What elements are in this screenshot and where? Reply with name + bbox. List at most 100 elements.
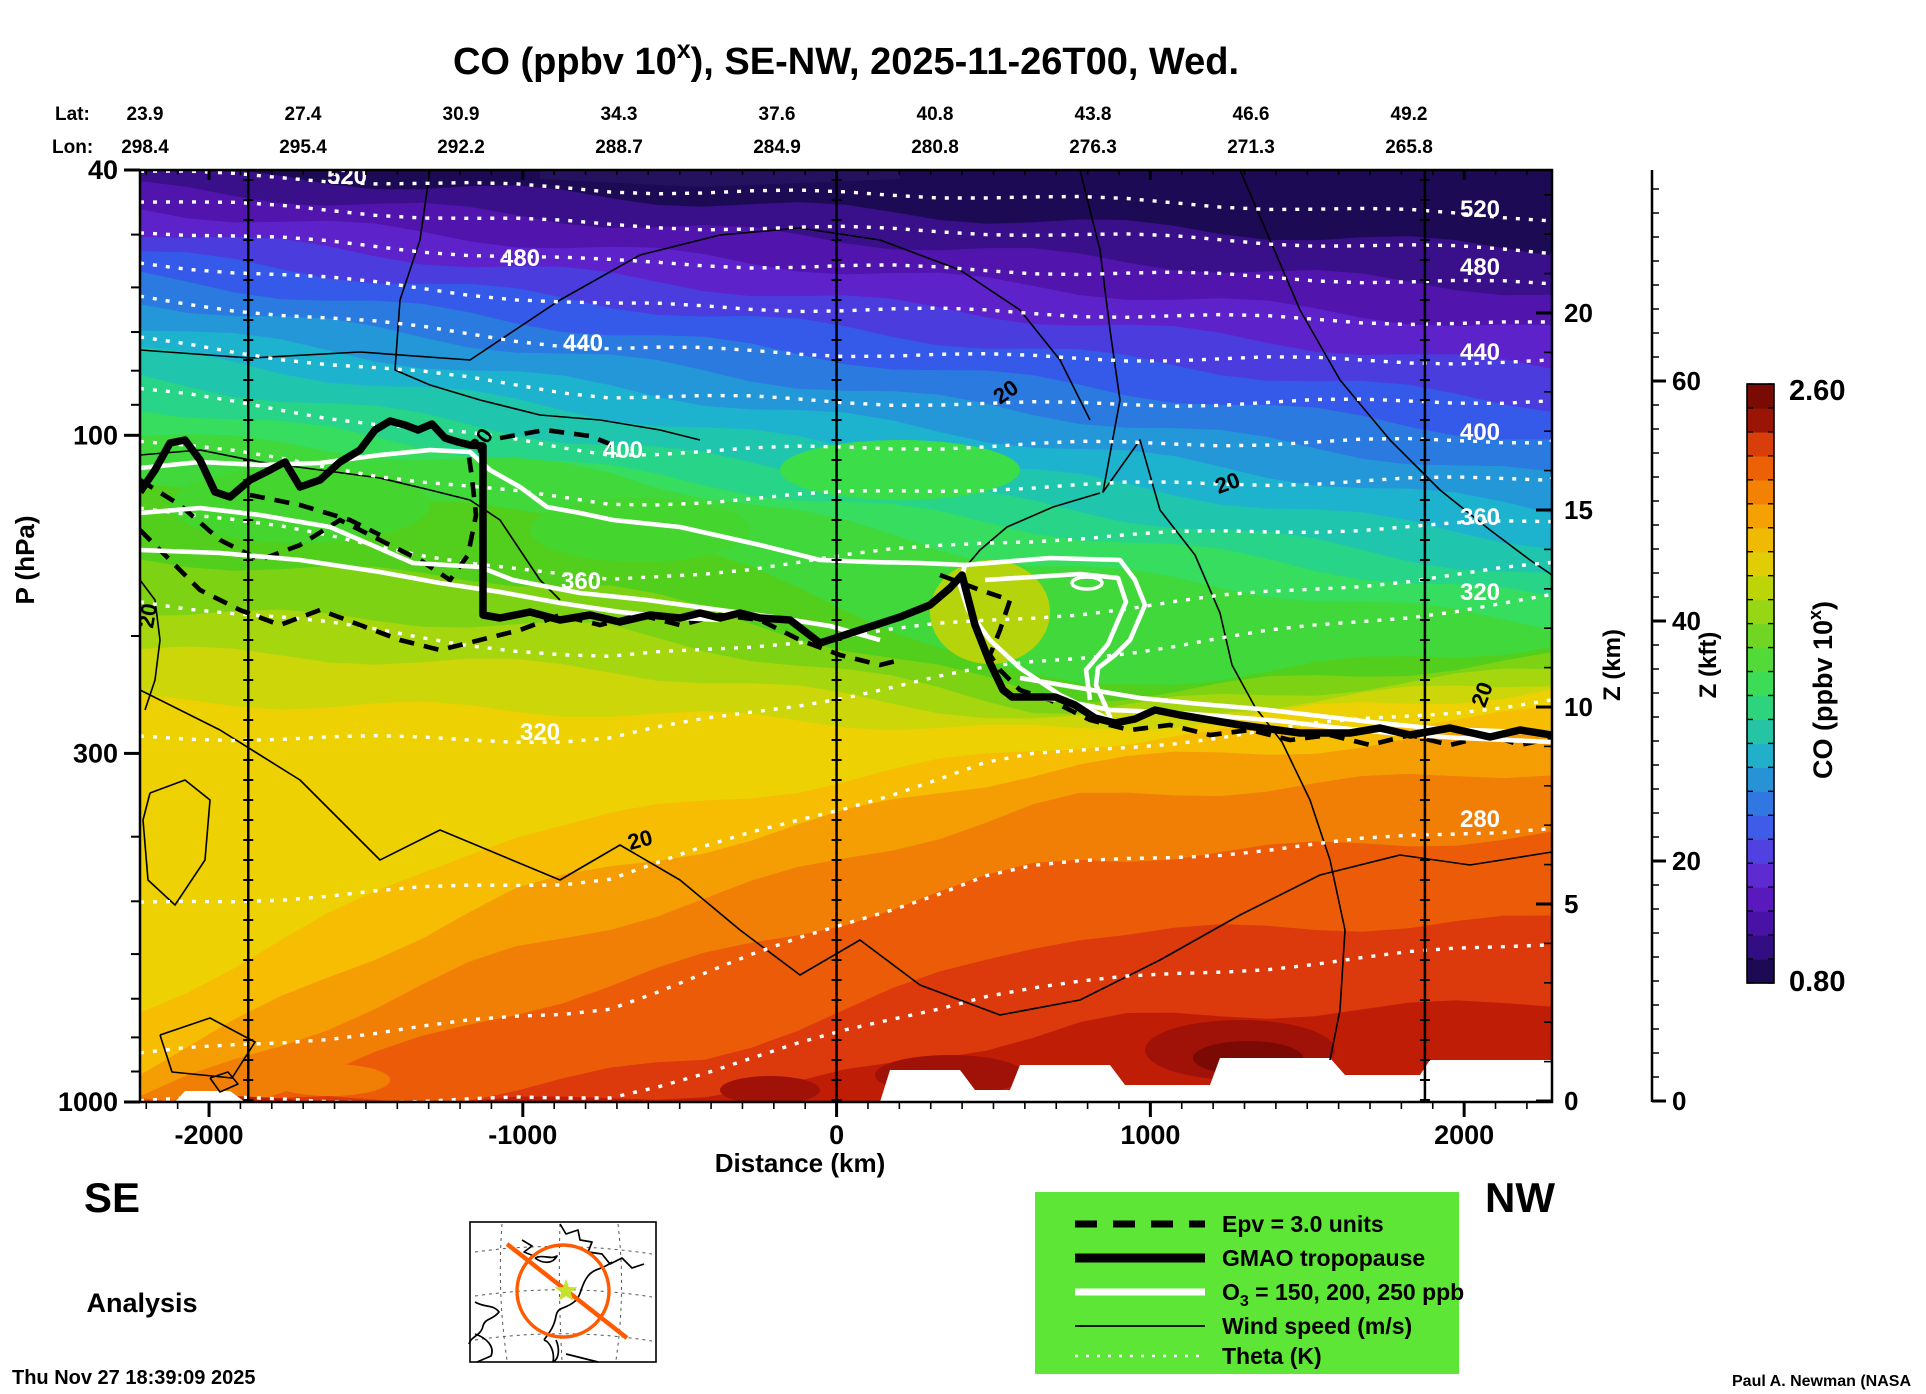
lon-value: 265.8: [1385, 137, 1433, 158]
theta-contour: [140, 506, 1552, 582]
colorbar-segment: [1747, 479, 1774, 505]
colorbar-segment: [1747, 623, 1774, 649]
epv-contour: [939, 572, 1552, 748]
legend-label-wind: Wind speed (m/s): [1222, 1313, 1412, 1339]
wind-speed-contour: [140, 227, 1091, 421]
legend-label-theta: Theta (K): [1222, 1343, 1322, 1369]
map-coastline: [521, 1239, 535, 1257]
map-transect-circle: [515, 1243, 611, 1339]
epv-contour: [249, 492, 382, 538]
theta-contour-label: 400: [1460, 419, 1500, 446]
wind-speed-contour: [142, 779, 211, 906]
ozone-contour: [1070, 575, 1104, 591]
lat-value: 46.6: [1233, 104, 1270, 125]
colorbar-segment: [1747, 575, 1774, 601]
map-graticule: [499, 1223, 508, 1361]
colorbar-segment: [1747, 599, 1774, 625]
colorbar-segment: [1747, 384, 1774, 409]
epv-contour: [499, 427, 621, 451]
theta-contour: [140, 170, 1552, 223]
distance-axis-title: Distance (km): [715, 1148, 886, 1178]
lat-lon-values: 23.9 298.4 27.4 295.4 30.9 292.2 34.3 288.7 37.6…: [121, 104, 1433, 158]
credit-text: Paul A. Newman (NASA: [1732, 1373, 1911, 1390]
lon-value: 295.4: [279, 137, 327, 158]
ozone-contour: [984, 571, 1129, 701]
theta-contour-label: 320: [1460, 579, 1500, 606]
map-graticule: [474, 1333, 653, 1342]
theta-contour-label: 360: [561, 568, 601, 595]
z-km-tick-label: 15: [1564, 495, 1593, 525]
theta-contour: [140, 231, 1552, 287]
theta-contour-label: 360: [1460, 504, 1500, 531]
inset-locator-map: [468, 1221, 657, 1363]
theta-contour-label: 400: [603, 437, 643, 464]
colorbar-segment: [1747, 647, 1774, 673]
legend-ozone-suffix: = 150, 200, 250 ppb: [1249, 1279, 1464, 1305]
map-center-star-icon: [554, 1279, 578, 1301]
title-suffix: ), SE-NW, 2025-11-26T00, Wed.: [691, 41, 1239, 83]
colorbar-segment: [1747, 911, 1774, 936]
ozone-contour: [1019, 675, 1552, 736]
colorbar-min-label: 0.80: [1789, 966, 1845, 998]
colorbar-segment: [1747, 959, 1774, 984]
field-patch: [270, 1064, 390, 1096]
lat-value: 40.8: [917, 104, 954, 125]
generated-timestamp: Thu Nov 27 18:39:09 2025: [12, 1367, 255, 1389]
theta-contour-label: 480: [1460, 254, 1500, 281]
axes-ticks-and-labels: 40 100 300 1000 -2000 -1000 0 1000 2000 0 5 10 15 20 0…: [58, 155, 1701, 1150]
colorbar-segment: [1747, 767, 1774, 792]
theta-contour-label: 480: [500, 245, 540, 272]
lat-value: 37.6: [759, 104, 796, 125]
z-km-tick-label: 0: [1564, 1086, 1578, 1116]
wind-contour-label: 20: [133, 601, 162, 629]
map-coastline: [534, 1255, 558, 1264]
colorbar-segment: [1747, 815, 1774, 840]
colorbar-title-superscript: x: [1805, 610, 1825, 620]
lon-value: 280.8: [911, 137, 959, 158]
z-kft-tick-label: 0: [1672, 1086, 1686, 1116]
map-coastline: [543, 1339, 560, 1363]
lon-value: 292.2: [437, 137, 485, 158]
reference-vertical-lines: [243, 170, 1430, 1102]
lon-value: 284.9: [753, 137, 801, 158]
legend-label-ozone: O3 = 150, 200, 250 ppb: [1222, 1279, 1464, 1310]
wind-speed-contour: [209, 1071, 239, 1093]
pressure-tick-label: 300: [73, 738, 118, 768]
ozone-contour: [1004, 692, 1552, 745]
pressure-tick-label: 100: [73, 420, 118, 450]
wind-speed-contours: [140, 170, 1552, 1093]
pressure-tick-label: 1000: [58, 1087, 118, 1117]
z-km-tick-label: 10: [1564, 692, 1593, 722]
distance-tick-label: 1000: [1120, 1120, 1180, 1150]
map-coastline: [474, 1333, 493, 1363]
pressure-axis-title: P (hPa): [10, 515, 40, 604]
lat-value: 30.9: [443, 104, 480, 125]
colorbar-segment: [1747, 431, 1774, 457]
colorbar-segment: [1747, 695, 1774, 721]
contour-labels: 520 520 480 480 440 440 400 400 360 360 320 320 280 2…: [133, 170, 1500, 855]
ozone-contour: [140, 447, 966, 568]
epv-contour: [140, 449, 479, 584]
z-km-tick-label: 20: [1564, 298, 1593, 328]
legend-ozone-subscript: 3: [1240, 1293, 1249, 1310]
title-superscript: x: [677, 36, 691, 64]
map-coastline: [565, 1353, 599, 1363]
colorbar-segment: [1747, 551, 1774, 577]
colorbar-segment: [1747, 719, 1774, 744]
wind-speed-contour: [140, 689, 1552, 1016]
theta-contour-label: 520: [1460, 196, 1500, 223]
corner-label-se: SE: [84, 1174, 140, 1221]
field-patch: [780, 440, 1020, 500]
lat-value: 49.2: [1391, 104, 1428, 125]
map-coastline: [468, 1301, 500, 1345]
gmao-tropopause-line: [140, 417, 1552, 741]
map-graticule: [558, 1223, 563, 1361]
z-kft-tick-label: 20: [1672, 846, 1701, 876]
legend-label-tropopause: GMAO tropopause: [1222, 1245, 1425, 1271]
distance-tick-label: 2000: [1434, 1120, 1494, 1150]
title-prefix: CO (ppbv 10: [453, 41, 677, 83]
epv-contour: [140, 528, 901, 668]
lon-value: 288.7: [595, 137, 643, 158]
z-kft-axis-title: Z (kft): [1695, 632, 1722, 699]
lon-value: 271.3: [1227, 137, 1275, 158]
